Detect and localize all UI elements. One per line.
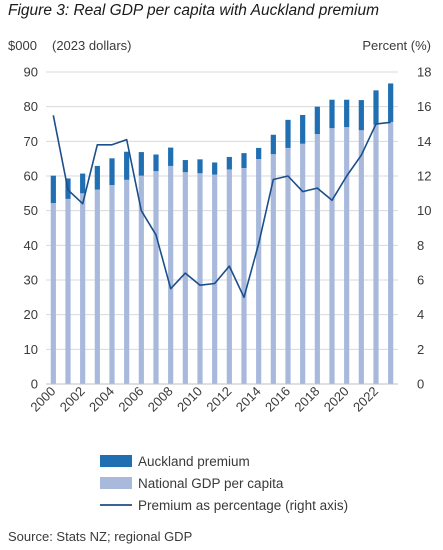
national-gdp-bar [94,189,100,384]
national-gdp-bar [80,193,86,384]
x-tick-label: 2010 [174,384,205,415]
national-gdp-bar [168,165,174,384]
national-gdp-bar [344,127,350,385]
x-tick-label: 2004 [86,384,117,415]
right-axis-title: Percent (%) [362,38,431,53]
auckland-premium-bar [314,106,320,135]
national-gdp-bar [300,143,306,384]
x-tick-label: 2006 [115,384,146,415]
national-gdp-bar [241,168,247,384]
auckland-premium-bar [300,114,306,144]
auckland-premium-bar [212,162,218,175]
national-gdp-bar [182,172,188,384]
right-tick-label: 8 [417,238,424,253]
auckland-premium-bar [197,159,203,174]
right-tick-label: 12 [417,169,431,184]
auckland-premium-bar [94,165,100,190]
x-tick-label: 2018 [291,384,322,415]
right-tick-label: 2 [417,342,424,357]
national-gdp-bar [50,203,56,384]
national-gdp-bar [212,174,218,384]
auckland-premium-bar [80,173,86,194]
national-gdp-bar [197,173,203,384]
auckland-premium-bar [270,134,276,155]
left-axis-title: $000 [8,38,37,53]
right-tick-label: 0 [417,377,424,392]
right-tick-label: 14 [417,134,431,149]
legend: Auckland premium National GDP per capita P… [100,454,348,513]
national-gdp-bar [314,134,320,384]
national-gdp-bar [109,185,115,384]
bar-series [50,83,394,385]
x-tick-label: 2002 [57,384,88,415]
left-tick-label: 0 [31,377,38,392]
x-tick-label: 2022 [350,384,381,415]
left-axis-subtitle: (2023 dollars) [52,38,132,53]
x-tick-label: 2016 [262,384,293,415]
national-gdp-bar [226,169,232,384]
left-tick-label: 40 [24,238,38,253]
legend-swatch [100,455,132,467]
right-tick-label: 4 [417,307,424,322]
national-gdp-bar [373,124,379,385]
auckland-premium-bar [388,83,394,122]
auckland-premium-bar [241,153,247,169]
legend-swatch [100,477,132,489]
auckland-premium-bar [153,154,159,172]
national-gdp-bar [358,130,364,384]
auckland-premium-bar [138,152,144,176]
national-gdp-bar [270,154,276,384]
left-tick-label: 50 [24,203,38,218]
legend-label: Premium as percentage (right axis) [138,498,348,513]
national-gdp-bar [256,159,262,384]
line-series [52,115,391,299]
x-tick-label: 2008 [145,384,176,415]
x-tick-label: 2014 [233,384,264,415]
left-tick-label: 10 [24,342,38,357]
source-note: Source: Stats NZ; regional GDP [8,529,193,544]
auckland-premium-bar [329,99,335,129]
auckland-premium-bar [226,156,232,170]
national-gdp-bar [388,121,394,385]
x-tick-label: 2020 [321,384,352,415]
x-tick-label: 2012 [203,384,234,415]
auckland-premium-bar [358,100,364,131]
national-gdp-bar [329,128,335,384]
premium-percentage-line [52,115,391,299]
left-tick-label: 70 [24,134,38,149]
national-gdp-bar [124,179,130,384]
legend-label: National GDP per capita [138,476,284,491]
right-tick-label: 16 [417,99,431,114]
auckland-premium-bar [256,147,262,160]
left-tick-label: 20 [24,307,38,322]
left-tick-label: 60 [24,169,38,184]
national-gdp-bar [285,147,291,384]
auckland-premium-bar [373,90,379,125]
auckland-premium-bar [124,151,130,180]
axes: 0 10 20 30 40 50 60 70 80 90 0 2 4 6 8 10 12 14 16 18 $000 (2… [8,38,431,415]
national-gdp-bar [153,171,159,384]
national-gdp-bar [138,175,144,384]
auckland-premium-bar [344,99,350,128]
left-tick-label: 90 [24,65,38,80]
auckland-premium-bar [168,147,174,166]
left-tick-label: 30 [24,273,38,288]
national-gdp-bar [65,198,71,384]
auckland-premium-bar [50,175,56,204]
auckland-premium-bar [182,160,188,173]
right-tick-label: 6 [417,273,424,288]
legend-label: Auckland premium [138,454,250,469]
right-tick-label: 18 [417,65,431,80]
auckland-premium-bar [109,158,115,186]
auckland-premium-bar [285,119,291,148]
right-tick-label: 10 [417,203,431,218]
left-tick-label: 80 [24,99,38,114]
figure-title: Figure 3: Real GDP per capita with Auckl… [8,2,380,19]
